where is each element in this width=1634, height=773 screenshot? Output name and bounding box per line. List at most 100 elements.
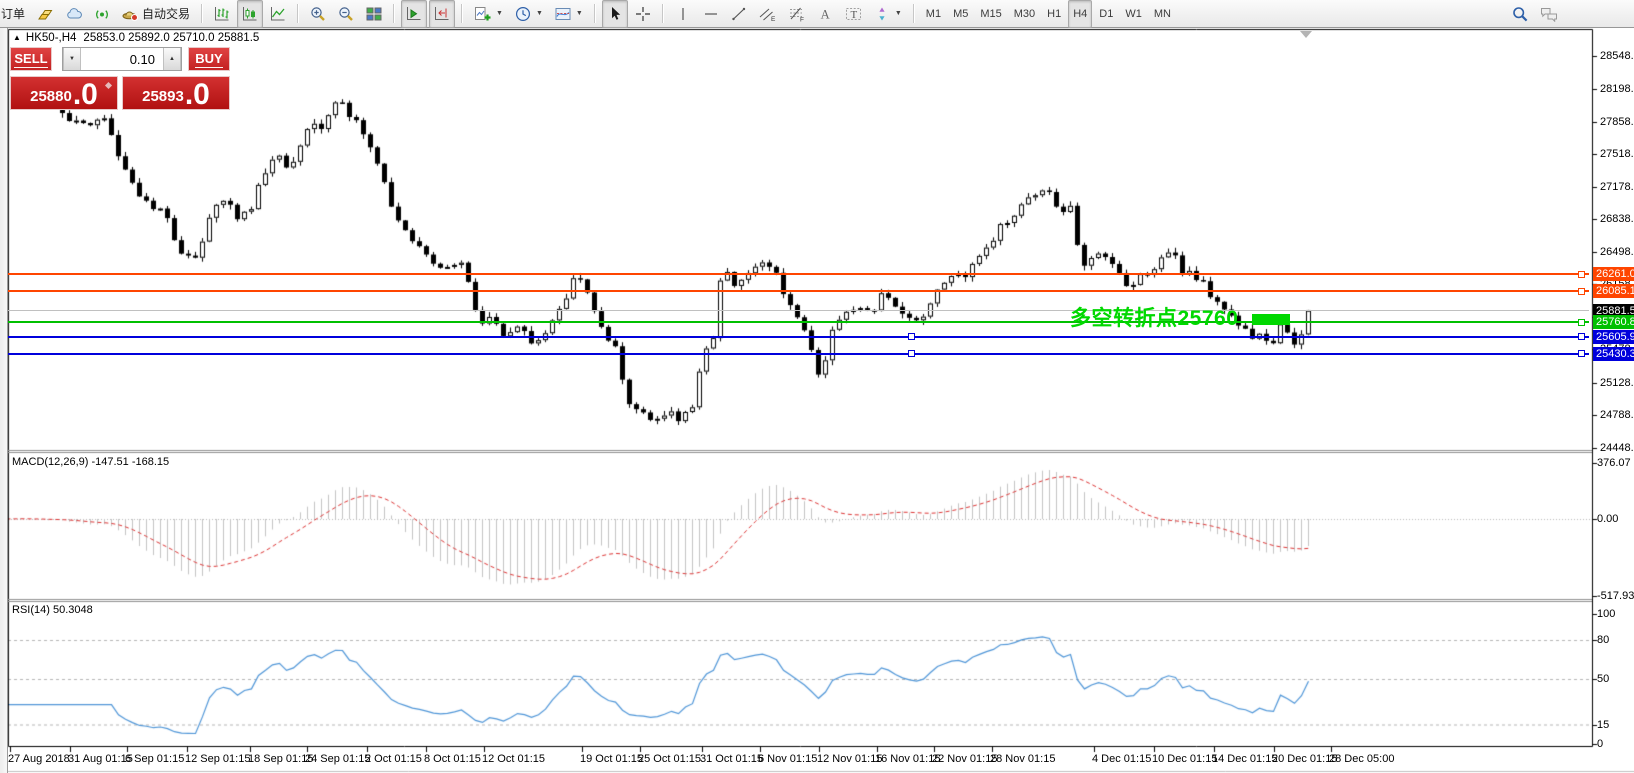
search-icon bbox=[1512, 6, 1528, 22]
period-dropdown[interactable]: ▼ bbox=[510, 0, 548, 28]
tf-M30[interactable]: M30 bbox=[1009, 0, 1040, 28]
bars-icon bbox=[214, 6, 230, 22]
chat-button[interactable] bbox=[1535, 0, 1563, 28]
chart-type-group bbox=[208, 0, 292, 28]
support-line-25430-handle[interactable] bbox=[1578, 350, 1585, 358]
template-dropdown[interactable]: ▼ bbox=[550, 0, 588, 28]
rsi-indicator-label: RSI(14) 50.3048 bbox=[12, 604, 93, 616]
toolbar-separator bbox=[912, 4, 915, 23]
hline-icon bbox=[703, 6, 719, 22]
tf-M5[interactable]: M5 bbox=[948, 0, 973, 28]
tile-windows-button[interactable] bbox=[361, 0, 387, 28]
zoom-in-button[interactable] bbox=[305, 0, 331, 28]
rsi-axis-tick: 80 bbox=[1597, 634, 1610, 646]
tf-M15[interactable]: M15 bbox=[975, 0, 1006, 28]
zoom-out-button[interactable] bbox=[333, 0, 359, 28]
pivot-line-25760-handle[interactable] bbox=[1578, 318, 1585, 326]
tf-H1[interactable]: H1 bbox=[1042, 0, 1066, 28]
toolbar-separator bbox=[461, 4, 464, 23]
channel-icon: E bbox=[759, 6, 776, 22]
zoomout-icon bbox=[338, 6, 354, 22]
arrows-dropdown[interactable]: ▼ bbox=[869, 0, 907, 28]
time-axis-label: 31 Oct 01:15 bbox=[700, 753, 763, 765]
dropdown-caret-icon[interactable]: ▼ bbox=[575, 10, 583, 17]
resistance-line-26261[interactable] bbox=[8, 273, 1589, 276]
cursor-button[interactable] bbox=[601, 0, 628, 28]
pivot-highlight-rect[interactable] bbox=[1252, 314, 1290, 325]
time-axis-label: 31 Aug 01:15 bbox=[68, 753, 133, 765]
support-line-25430[interactable] bbox=[8, 352, 1589, 355]
buy-price-box[interactable]: 25893 .0 bbox=[122, 76, 230, 110]
new-order-button[interactable]: 订单 bbox=[0, 0, 30, 28]
price-axis-tick: 27858.0 bbox=[1600, 115, 1634, 128]
time-axis-label: 22 Nov 01:15 bbox=[932, 753, 998, 765]
horizontal-line-button[interactable] bbox=[698, 0, 724, 28]
volume-input[interactable]: 0.10 bbox=[81, 48, 163, 70]
buy-price: 25893 bbox=[142, 88, 184, 105]
trendline-button[interactable] bbox=[726, 0, 752, 28]
autotrade-icon bbox=[122, 6, 139, 22]
tile-icon bbox=[366, 6, 382, 22]
fibonacci-button[interactable]: F bbox=[783, 0, 810, 28]
rsi-axis-tick: 15 bbox=[1597, 718, 1610, 731]
auto-scroll-button[interactable] bbox=[401, 0, 428, 28]
zoomin-icon bbox=[310, 6, 326, 22]
scroll-to-end-marker[interactable] bbox=[1300, 31, 1312, 38]
resistance-line-26085[interactable] bbox=[8, 290, 1589, 293]
dropdown-caret-icon[interactable]: ▼ bbox=[535, 10, 543, 17]
buy-button[interactable]: BUY bbox=[188, 47, 230, 71]
tf-MN[interactable]: MN bbox=[1149, 0, 1176, 28]
toolbar-separator bbox=[393, 4, 396, 23]
resistance-line-26261-handle[interactable] bbox=[1578, 270, 1585, 278]
support-line-25605[interactable] bbox=[8, 335, 1589, 338]
sell-button[interactable]: SELL bbox=[10, 47, 52, 71]
trade-panel-toggle-icon[interactable]: ▲ bbox=[13, 33, 21, 42]
chart-shift-button[interactable] bbox=[429, 0, 456, 28]
tf-H4[interactable]: H4 bbox=[1068, 0, 1093, 28]
vertical-line-button[interactable] bbox=[670, 0, 696, 28]
signal-icon[interactable] bbox=[89, 0, 115, 28]
label-button[interactable]: T bbox=[840, 0, 867, 28]
buy-button-label: BUY bbox=[195, 50, 223, 68]
tf-M1[interactable]: M1 bbox=[921, 0, 946, 28]
pivot-line-25760[interactable] bbox=[8, 321, 1589, 324]
news-icon[interactable] bbox=[61, 0, 87, 28]
time-axis-label: 4 Dec 01:15 bbox=[1092, 753, 1152, 765]
time-axis-label: 2 Oct 01:15 bbox=[365, 753, 422, 765]
textA-icon: A bbox=[817, 6, 833, 22]
tf-D1[interactable]: D1 bbox=[1094, 0, 1118, 28]
price-axis-tick: 26838.0 bbox=[1600, 213, 1634, 226]
window-left-frame bbox=[0, 28, 8, 773]
gold-icon[interactable] bbox=[32, 0, 59, 28]
cursor-icon bbox=[607, 6, 623, 22]
line-chart-button[interactable] bbox=[265, 0, 291, 28]
support-line-25605-center-handle[interactable] bbox=[908, 333, 915, 341]
tf-W1[interactable]: W1 bbox=[1120, 0, 1147, 28]
crosshair-button[interactable] bbox=[630, 0, 656, 28]
candlestick-button[interactable] bbox=[237, 0, 264, 28]
current-price-line[interactable] bbox=[8, 310, 1589, 312]
vline-icon bbox=[675, 6, 691, 22]
toolbar-separator bbox=[201, 4, 204, 23]
toolbar-separator bbox=[661, 4, 664, 23]
template-icon bbox=[555, 6, 571, 22]
pivot-annotation-text[interactable]: 多空转折点25760 bbox=[1070, 307, 1239, 330]
volume-decrease-button[interactable]: ▼ bbox=[63, 48, 81, 70]
bar-chart-button[interactable] bbox=[209, 0, 235, 28]
autotrade-button[interactable]: 自动交易 bbox=[117, 0, 195, 28]
search-button[interactable] bbox=[1507, 0, 1533, 28]
text-button[interactable]: A bbox=[812, 0, 838, 28]
resistance-line-26085-handle[interactable] bbox=[1578, 287, 1585, 295]
new-chart-dropdown[interactable]: ▼ bbox=[469, 0, 508, 28]
support-line-25605-handle[interactable] bbox=[1578, 333, 1585, 341]
dropdown-caret-icon[interactable]: ▼ bbox=[894, 10, 902, 17]
autoscroll-icon bbox=[406, 6, 422, 22]
support-line-25430-center-handle[interactable] bbox=[908, 350, 915, 358]
dropdown-caret-icon[interactable]: ▼ bbox=[496, 10, 503, 17]
equidistant-channel-button[interactable]: E bbox=[754, 0, 781, 28]
price-axis-tick: 24448.0 bbox=[1600, 441, 1634, 454]
volume-increase-button[interactable]: ▲ bbox=[163, 48, 181, 70]
crosshair-icon bbox=[635, 6, 651, 22]
sell-price-box[interactable]: 25880 .0 bbox=[10, 76, 118, 110]
